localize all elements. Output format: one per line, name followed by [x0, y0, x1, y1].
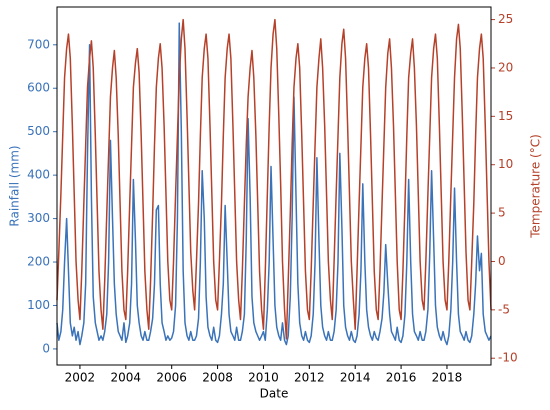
x-tick-label: 2008 [202, 371, 233, 385]
y2-tick-label: 25 [498, 12, 513, 26]
y-tick-label: 500 [27, 124, 50, 138]
y-tick-label: 300 [27, 211, 50, 225]
y2-tick-label: 15 [498, 109, 513, 123]
x-tick-label: 2012 [294, 371, 325, 385]
plot-frame [56, 6, 492, 366]
y2-axis-label: Temperature (°C) [529, 134, 543, 239]
y-tick-label: 400 [27, 168, 50, 182]
x-tick-label: 2002 [65, 371, 96, 385]
y2-tick-label: -5 [498, 302, 510, 316]
x-tick-label: 2014 [340, 371, 371, 385]
y2-tick-label: 0 [498, 254, 506, 268]
series-line [56, 18, 492, 340]
x-tick-label: 2016 [386, 371, 417, 385]
y2-tick-label: 5 [498, 206, 506, 220]
series-line [56, 22, 492, 346]
x-tick-label: 2004 [111, 371, 142, 385]
y2-tick-label: -10 [498, 351, 518, 365]
y-tick-label: 0 [42, 341, 50, 355]
y-axis-label: Rainfall (mm) [8, 145, 22, 226]
y-tick-label: 100 [27, 298, 50, 312]
y2-tick-label: 20 [498, 60, 513, 74]
y-tick-label: 700 [27, 37, 50, 51]
x-tick-label: 2010 [248, 371, 279, 385]
x-tick-label: 2018 [432, 371, 463, 385]
y-tick-label: 200 [27, 255, 50, 269]
x-tick-label: 2006 [156, 371, 187, 385]
y2-tick-label: 10 [498, 157, 513, 171]
x-axis-label: Date [260, 387, 289, 401]
y-tick-label: 600 [27, 81, 50, 95]
